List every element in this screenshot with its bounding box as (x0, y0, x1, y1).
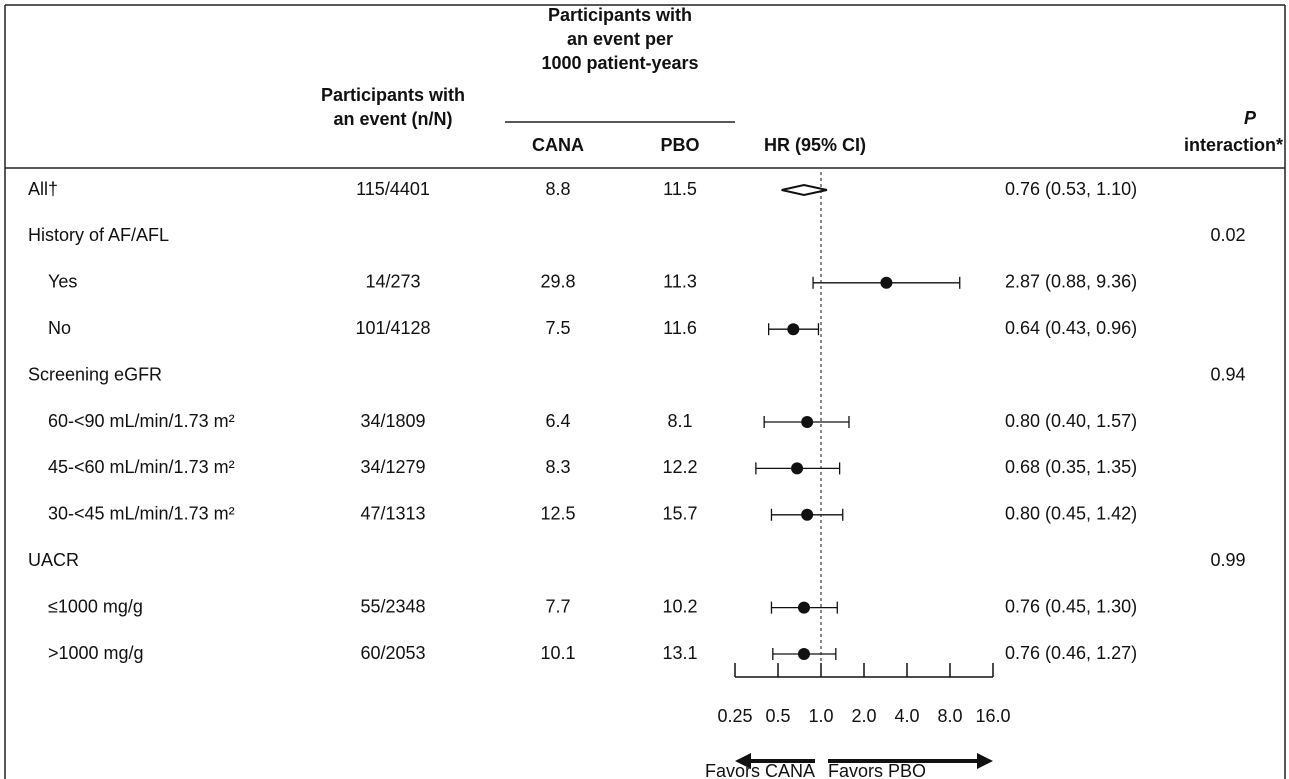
x-tick-label: 8.0 (937, 706, 962, 726)
header: PBO (660, 135, 699, 155)
group-label: UACR (28, 550, 79, 570)
hr-ci: 0.80 (0.45, 1.42) (1005, 504, 1137, 524)
row-label: Yes (48, 272, 77, 292)
hr-ci: 0.76 (0.45, 1.30) (1005, 596, 1137, 616)
pbo-rate: 11.5 (663, 179, 697, 199)
hr-ci: 0.76 (0.46, 1.27) (1005, 643, 1137, 663)
cana-rate: 8.3 (545, 457, 570, 477)
header: interaction* (1184, 135, 1283, 155)
pbo-rate: 11.3 (663, 272, 697, 292)
pbo-rate: 11.6 (663, 318, 697, 338)
point (797, 601, 810, 614)
arrow-head (977, 753, 993, 769)
row-label: No (48, 318, 71, 338)
events: 101/4128 (355, 318, 430, 338)
row-label: 45-<60 mL/min/1.73 m² (48, 457, 235, 477)
header: an event per (567, 29, 673, 49)
header: CANA (532, 135, 584, 155)
events: 47/1313 (360, 504, 425, 524)
hr-ci: 0.64 (0.43, 0.96) (1005, 318, 1137, 338)
header: P (1244, 108, 1257, 128)
x-tick-label: 4.0 (894, 706, 919, 726)
diamond (781, 183, 828, 197)
pbo-rate: 13.1 (662, 643, 697, 663)
p-interaction: 0.94 (1210, 364, 1245, 384)
point (801, 416, 814, 428)
hr-ci: 0.80 (0.40, 1.57) (1005, 411, 1137, 431)
cana-rate: 7.5 (545, 318, 570, 338)
row-label: All† (28, 179, 58, 199)
pbo-rate: 10.2 (662, 596, 697, 616)
point (880, 276, 893, 289)
cana-rate: 29.8 (540, 272, 575, 292)
x-tick-label: 1.0 (808, 706, 833, 726)
events: 34/1279 (360, 457, 425, 477)
point (791, 462, 804, 475)
header: Participants with (548, 5, 692, 25)
cana-rate: 6.4 (545, 411, 570, 431)
events: 55/2348 (360, 596, 425, 616)
cana-rate: 12.5 (540, 504, 575, 524)
x-tick-label: 2.0 (851, 706, 876, 726)
p-interaction: 0.02 (1210, 225, 1245, 245)
group-label: History of AF/AFL (28, 225, 169, 245)
row-label: 60-<90 mL/min/1.73 m² (48, 411, 235, 431)
point (797, 648, 810, 660)
point (787, 323, 800, 336)
events: 60/2053 (360, 643, 425, 663)
point (801, 508, 814, 521)
group-label: Screening eGFR (28, 364, 162, 384)
row-label: >1000 mg/g (48, 643, 144, 663)
arrow-head (735, 753, 751, 769)
x-tick-label: 0.25 (717, 706, 752, 726)
x-tick-label: 0.5 (765, 706, 790, 726)
pbo-rate: 12.2 (662, 457, 697, 477)
header: an event (n/N) (333, 109, 452, 129)
hr-ci: 0.76 (0.53, 1.10) (1005, 179, 1137, 199)
events: 14/273 (365, 272, 420, 292)
cana-rate: 10.1 (540, 643, 575, 663)
p-interaction: 0.99 (1210, 550, 1245, 570)
cana-rate: 7.7 (545, 596, 570, 616)
favors-label: Favors PBO (828, 761, 926, 779)
header: HR (95% CI) (764, 135, 866, 155)
events: 115/4401 (356, 179, 430, 199)
favors-label: Favors CANA (705, 761, 815, 779)
header: 1000 patient-years (541, 53, 698, 73)
cana-rate: 8.8 (545, 179, 570, 199)
events: 34/1809 (360, 411, 425, 431)
hr-ci: 0.68 (0.35, 1.35) (1005, 457, 1137, 477)
hr-ci: 2.87 (0.88, 9.36) (1005, 272, 1137, 292)
header: Participants with (321, 85, 465, 105)
x-tick-label: 16.0 (975, 706, 1010, 726)
pbo-rate: 8.1 (667, 411, 692, 431)
row-label: 30-<45 mL/min/1.73 m² (48, 504, 235, 524)
row-label: ≤1000 mg/g (48, 596, 143, 616)
pbo-rate: 15.7 (662, 504, 697, 524)
